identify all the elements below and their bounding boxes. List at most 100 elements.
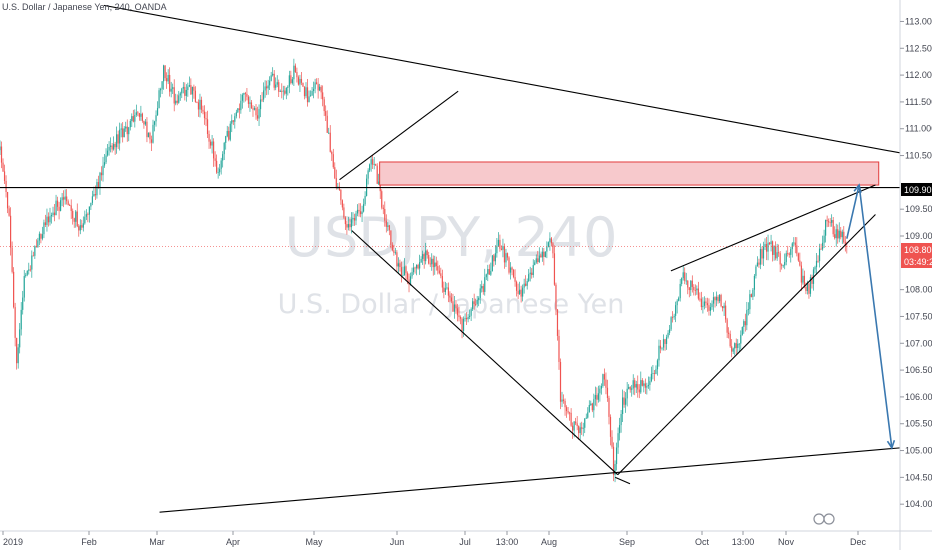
candle-body [299, 78, 301, 85]
candle-body [491, 255, 493, 272]
candle-body [64, 196, 66, 200]
candle-body [702, 305, 704, 308]
candle-body [220, 160, 222, 169]
candle-body [764, 244, 766, 247]
candle-body [820, 248, 822, 250]
candle-body [690, 280, 692, 291]
tradingview-logo-icon[interactable] [812, 512, 836, 526]
drawing-layer[interactable] [0, 4, 900, 513]
candle-body [809, 277, 812, 294]
candle-body [185, 90, 187, 96]
candle-body [422, 254, 424, 259]
candle-body [567, 411, 569, 413]
candle-body [332, 154, 334, 168]
candle-body [767, 242, 769, 252]
candle-body [131, 116, 133, 121]
candle-body [135, 112, 137, 115]
candle-body [629, 387, 631, 390]
candle-body [532, 265, 534, 276]
candle-body [506, 253, 509, 258]
candle-body [331, 151, 333, 155]
trendline[interactable] [617, 214, 876, 476]
candle-body [141, 113, 143, 121]
candle-body [113, 143, 115, 150]
candle-body [718, 295, 721, 302]
candle-body [350, 219, 353, 228]
candle-body [806, 283, 809, 291]
candle-body [693, 286, 695, 291]
candle-body [814, 267, 816, 270]
candle-body [787, 253, 789, 255]
candle-body [85, 214, 87, 217]
candle-body [443, 287, 445, 292]
time-axis[interactable]: 2019 Feb Mar Apr May Jun Jul 13:00 Aug Sep Oct 13:0… [2, 531, 866, 547]
projection-arrow-path[interactable] [846, 184, 893, 448]
trendline[interactable] [159, 447, 900, 513]
candle-body [691, 280, 693, 287]
candle-body [264, 86, 266, 91]
candle-body [744, 321, 746, 326]
candle-body [496, 245, 498, 254]
candle-body [355, 213, 357, 221]
candle-body [552, 243, 554, 254]
candle-body [628, 387, 630, 389]
candle-body [761, 249, 763, 259]
candle-body [53, 212, 56, 216]
candle-body [611, 436, 613, 447]
candle-body [2, 162, 4, 172]
candle-body [717, 296, 719, 302]
candle-body [417, 264, 419, 269]
candle-body [759, 249, 762, 265]
candle-body [129, 120, 131, 128]
candle-body [369, 164, 371, 171]
trendline[interactable] [351, 230, 619, 476]
candle-body [144, 121, 147, 125]
trendline[interactable] [339, 90, 459, 181]
candle-body [484, 277, 486, 292]
candle-body [179, 93, 181, 96]
y-tick-label: 112.500 [905, 43, 932, 53]
candle-body [815, 260, 818, 268]
candle-body [406, 273, 409, 280]
candle-body [37, 240, 39, 248]
candle-body [753, 275, 756, 290]
candle-body [394, 252, 396, 254]
candle-body [252, 108, 254, 110]
candle-body [381, 191, 383, 208]
trendline[interactable] [615, 476, 631, 485]
candle-body [41, 234, 44, 239]
candle-body [572, 425, 574, 431]
candle-body [485, 274, 487, 278]
candle-body [469, 315, 471, 317]
y-tick-label: 109.500 [905, 204, 932, 214]
candle-body [743, 321, 745, 327]
price-axis[interactable]: 113.000 112.500 112.000 111.500 111.000 110.5… [900, 16, 932, 509]
candle-body [423, 254, 425, 262]
candle-body [600, 386, 603, 389]
candle-body [232, 120, 234, 122]
candle-body [588, 405, 590, 413]
candle-body [562, 399, 565, 401]
candle-body [622, 397, 624, 415]
candle-body [832, 220, 834, 235]
candle-body [519, 289, 521, 294]
candle-body [512, 269, 515, 278]
trendline[interactable] [670, 184, 876, 272]
candle-body [503, 246, 506, 263]
candle-body [646, 386, 648, 388]
candle-body [0, 146, 1, 151]
candle-body [246, 93, 248, 97]
candle-body [803, 275, 806, 287]
candle-body [582, 427, 584, 429]
candle-body [614, 464, 616, 476]
candle-body [597, 393, 599, 400]
candle-body [284, 90, 286, 94]
candle-body [194, 90, 197, 102]
candle-body [665, 337, 668, 344]
resistance-zone-rect[interactable] [379, 161, 880, 186]
candle-body [476, 299, 478, 305]
candle-body [529, 272, 531, 275]
trendline[interactable] [103, 4, 900, 154]
